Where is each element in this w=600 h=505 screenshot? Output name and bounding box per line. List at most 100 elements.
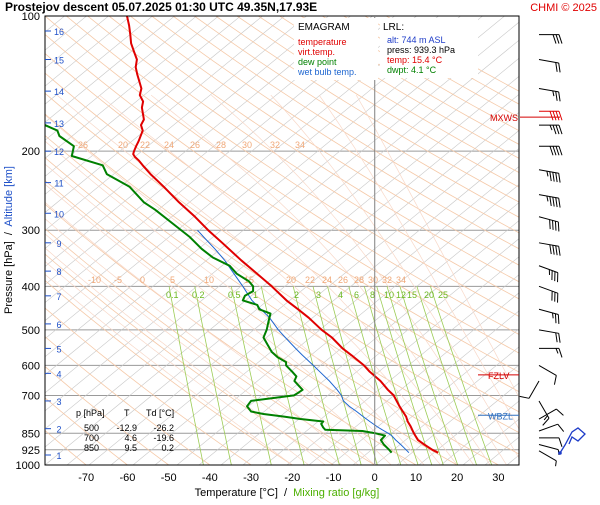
wind-barb-half-flag [547,196,548,201]
y-axis-title: Pressure [hPa] / Altitude [km] [3,166,15,314]
temperature-tick-label: -30 [243,472,259,484]
adiabat-label: 20 [286,275,296,285]
marker-label-wbzl: WBZL [488,411,513,421]
pressure-tick-label: 600 [22,360,40,372]
wind-barb-flag [550,245,551,254]
wind-barb [539,35,562,44]
mixing-ratio-label: 12 [396,290,406,300]
wind-barb-staff [529,381,539,398]
wind-barb-staff [539,424,558,431]
adiabat-label: 20 [118,140,128,150]
pressure-tick-label: 300 [22,225,40,237]
wind-barb [539,243,560,256]
wind-barb [539,111,562,120]
adiabat-label: 28 [216,140,226,150]
mixing-ratio-label: 25 [438,290,448,300]
wind-barb-staff [539,409,556,419]
temperature-tick-label: -10 [326,472,342,484]
mixing-ratio-label: 10 [384,290,394,300]
wind-barb-flag [555,314,556,323]
isotherm [595,0,600,465]
table-row-500-t: -12.9 [116,423,137,433]
dry-adiabat [322,16,600,465]
wind-barb-flag [559,333,560,342]
wind-barb-flag [550,220,551,229]
temperature-tick-label: -40 [202,472,218,484]
wind-barb-staff [539,365,556,375]
altitude-tick-label: 2 [56,425,61,435]
wind-barb-flag [550,172,551,181]
wind-barb-staff [539,195,559,198]
wind-barb-staff [539,451,556,461]
mixing-ratio-label: 0.5 [228,290,241,300]
wind-barb-flag [550,111,553,120]
lrl-alt: alt: 744 m ASL [387,35,446,45]
wind-barb [539,266,558,282]
wind-barb-flag [556,198,557,207]
legend-title: EMAGRAM [298,22,350,33]
wind-barb-flag [543,418,549,425]
wind-barb-flag [558,424,564,431]
pressure-tick-label: 925 [22,445,40,457]
wind-barb [539,401,549,425]
adiabat-label: 10 [204,275,214,285]
wind-barb-flag [555,221,556,230]
altitude-tick-label: 10 [54,209,64,219]
mixing-ratio-line [293,286,339,465]
wind-barb [539,60,560,73]
mixing-ratio-label: 2 [294,290,299,300]
adiabat-label: 34 [396,275,406,285]
wind-barb-flag [553,125,556,134]
lrl-press: press: 939.3 hPa [387,45,455,55]
marker-label-fzlv: FZLV [488,371,509,381]
wind-barb-flag [559,125,562,134]
dry-adiabat [0,16,292,465]
wind-barb-flag [556,333,557,342]
table-header-t: T [124,408,130,418]
mixing-ratio-label: 20 [424,290,434,300]
mixing-ratio-label: 0.1 [166,290,179,300]
wind-barb [539,330,560,343]
wind-barb-flag [558,222,559,231]
wind-barb-flag [556,146,559,155]
altitude-tick-label: 4 [56,369,61,379]
wind-barb-flag [556,111,559,120]
dry-adiabat [280,16,600,465]
wind-barb-flag [558,314,559,323]
adiabat-label: 26 [338,275,348,285]
temperature-tick-label: -70 [78,472,94,484]
wind-barb [539,195,560,208]
wind-barb-half-flag [547,171,548,176]
isotherm [507,0,600,465]
altitude-tick-label: 14 [54,87,64,97]
wind-barb-flag [553,197,554,206]
temperature-tick-label: 30 [492,472,504,484]
lrl-temp: temp: 15.4 °C [387,55,443,65]
legend-dew-point: dew point [298,57,337,67]
pressure-tick-label: 1000 [16,460,40,472]
wind-barb [539,365,556,384]
table-row-700-td: -19.6 [153,433,174,443]
wind-barb [539,309,559,324]
temperature-tick-label: 0 [372,472,378,484]
wind-barb-flag [553,146,556,155]
altitude-tick-label: 13 [54,119,64,129]
wind-barb-flag [550,197,551,206]
wind-barb [539,88,560,101]
altitude-tick-label: 15 [54,56,64,66]
temperature-tick-label: -20 [284,472,300,484]
table-row-700-p: 700 [84,433,99,443]
wind-barb [539,348,562,357]
marker-label-mxws: MXWS [490,113,518,123]
isotherm [551,0,600,465]
hodograph-origin [558,451,562,455]
pressure-tick-label: 500 [22,325,40,337]
wind-barb [539,217,559,232]
adiabat-label: 24 [322,275,332,285]
wind-barb [539,170,560,183]
adiabat-label: 26 [190,140,200,150]
adiabat-label: 5 [170,275,175,285]
altitude-tick-label: 12 [54,147,64,157]
